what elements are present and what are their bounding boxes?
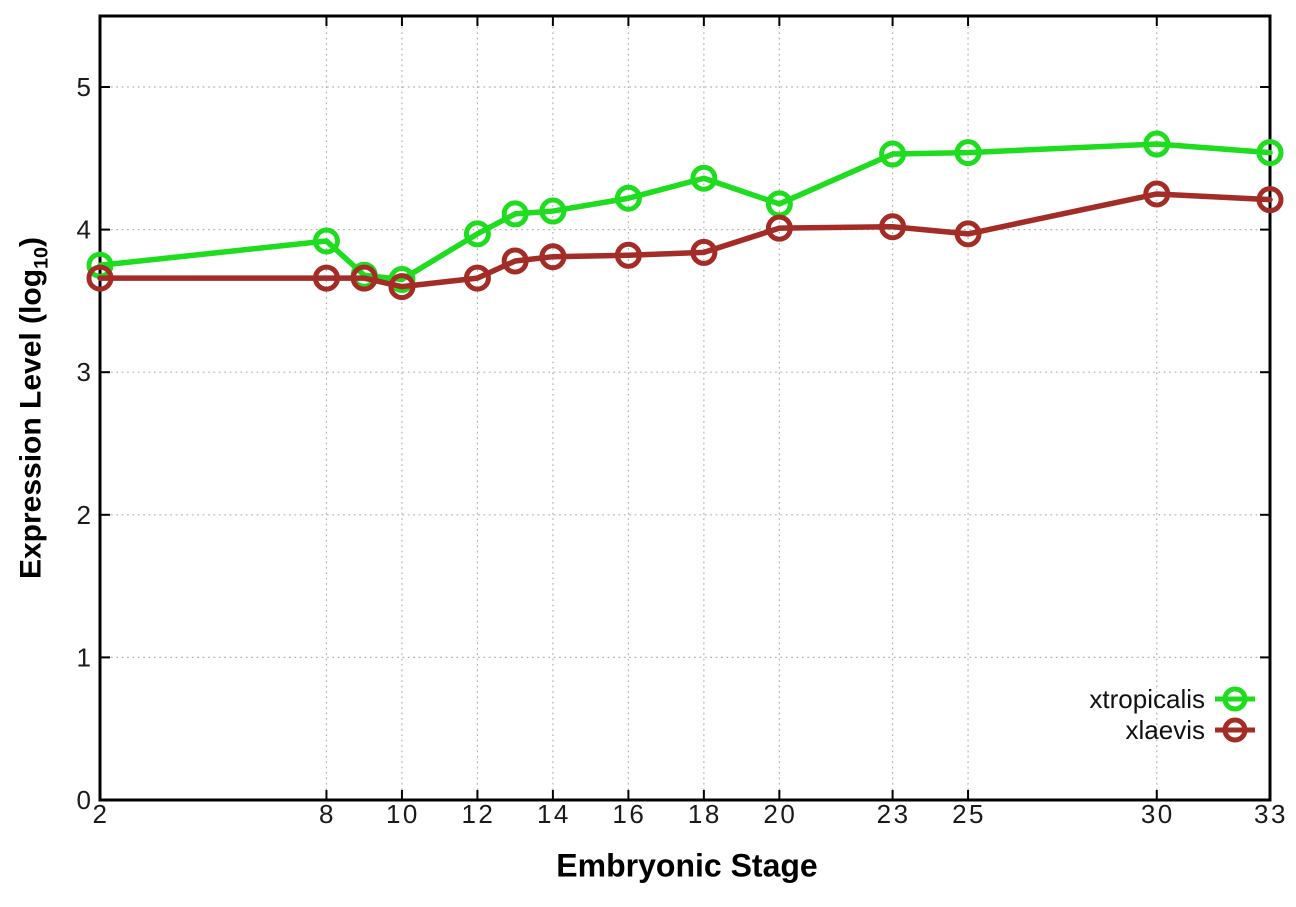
- series-xlaevis-point: [954, 220, 982, 248]
- x-tick-label: 25: [952, 799, 986, 829]
- x-tick-label: 30: [1141, 799, 1175, 829]
- legend-marker-xtropicalis: [1215, 686, 1255, 712]
- series-xlaevis-point: [765, 214, 793, 242]
- x-tick-label: 14: [537, 799, 571, 829]
- series-xlaevis-point: [388, 273, 416, 301]
- y-tick-label: 1: [77, 642, 92, 672]
- legend-item-xtropicalis: xtropicalis: [1089, 684, 1255, 714]
- series-xtropicalis-point: [1143, 130, 1171, 158]
- x-tick-label: 23: [877, 799, 911, 829]
- series-xlaevis-point: [539, 243, 567, 271]
- series-xlaevis-point: [1143, 180, 1171, 208]
- series-xtropicalis-point: [463, 220, 491, 248]
- legend-item-xlaevis: xlaevis: [1126, 715, 1255, 745]
- series-xtropicalis-point: [539, 197, 567, 225]
- y-axis-title-end: ): [14, 236, 48, 247]
- series-xlaevis-point: [350, 264, 378, 292]
- x-tick-label: 33: [1254, 799, 1288, 829]
- series-xlaevis-point: [312, 264, 340, 292]
- y-tick-label: 2: [77, 500, 92, 530]
- series-xlaevis-point: [86, 264, 114, 292]
- series-xtropicalis-point: [1256, 139, 1284, 167]
- series-xtropicalis-point: [690, 164, 718, 192]
- series-xtropicalis-point: [501, 200, 529, 228]
- x-tick-label: 18: [688, 799, 722, 829]
- y-tick-label: 4: [77, 215, 92, 245]
- y-tick-label: 5: [77, 72, 92, 102]
- series-xlaevis-point: [614, 241, 642, 269]
- series-xlaevis-point: [690, 238, 718, 266]
- plot-border: [98, 14, 1272, 802]
- x-tick-label: 10: [386, 799, 420, 829]
- y-axis-title-subscript: 10: [30, 246, 53, 269]
- series-xlaevis-point: [501, 247, 529, 275]
- x-tick-label: 20: [763, 799, 797, 829]
- x-axis-title: Embryonic Stage: [556, 847, 818, 884]
- legend: xtropicalis xlaevis: [1089, 684, 1255, 745]
- x-tick-label: 2: [93, 799, 110, 829]
- y-axis-title: Expression Level (log10): [15, 237, 54, 579]
- x-tick-label: 8: [319, 799, 336, 829]
- x-tick-label: 12: [461, 799, 495, 829]
- series-xlaevis-point: [1256, 186, 1284, 214]
- series-xlaevis-point: [879, 213, 907, 241]
- series-xlaevis-line: [97, 191, 1273, 290]
- legend-label-xtropicalis: xtropicalis: [1089, 683, 1205, 714]
- series-xtropicalis-point: [954, 139, 982, 167]
- series-xtropicalis-point: [614, 184, 642, 212]
- x-tick-label: 16: [612, 799, 646, 829]
- y-tick-label: 3: [77, 357, 92, 387]
- y-axis-title-main: Expression Level (log: [14, 268, 48, 580]
- legend-marker-xlaevis: [1215, 717, 1255, 743]
- series-xtropicalis-line: [97, 141, 1273, 283]
- legend-label-xlaevis: xlaevis: [1125, 714, 1205, 745]
- series-xtropicalis-point: [879, 140, 907, 168]
- series-xlaevis-point: [463, 264, 491, 292]
- series-xtropicalis-point: [312, 227, 340, 255]
- y-tick-label: 0: [77, 785, 92, 815]
